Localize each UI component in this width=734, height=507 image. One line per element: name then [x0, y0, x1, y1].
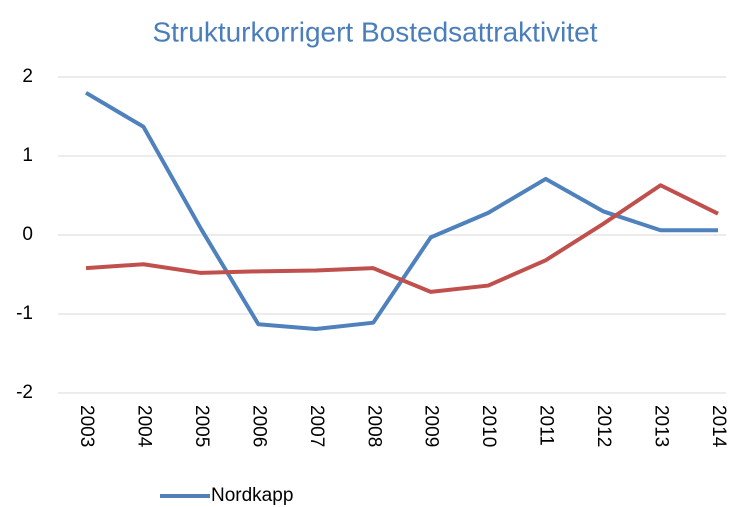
y-tick-label: 2 [22, 66, 33, 87]
x-tick-label: 2005 [191, 405, 212, 447]
x-tick-label: 2012 [593, 405, 614, 447]
x-tick-label: 2010 [478, 405, 499, 447]
x-tick-label: 2006 [248, 405, 269, 447]
x-tick-label: 2014 [708, 405, 729, 448]
x-tick-label: 2007 [306, 405, 327, 447]
x-tick-label: 2004 [133, 405, 154, 448]
y-tick-label: -1 [16, 303, 33, 324]
x-tick-label: 2008 [363, 405, 384, 447]
x-tick-label: 2003 [76, 405, 97, 447]
x-tick-label: 2009 [421, 405, 442, 447]
series-line [85, 183, 719, 294]
chart-title: Strukturkorrigert Bostedsattraktivitet [152, 16, 597, 47]
legend-label: Nordkapp [211, 485, 293, 506]
y-tick-label: 0 [22, 224, 33, 245]
x-tick-label: 2011 [536, 405, 557, 446]
x-tick-label: 2013 [651, 405, 672, 447]
y-tick-label: 1 [22, 145, 33, 166]
y-tick-label: -2 [16, 382, 33, 403]
